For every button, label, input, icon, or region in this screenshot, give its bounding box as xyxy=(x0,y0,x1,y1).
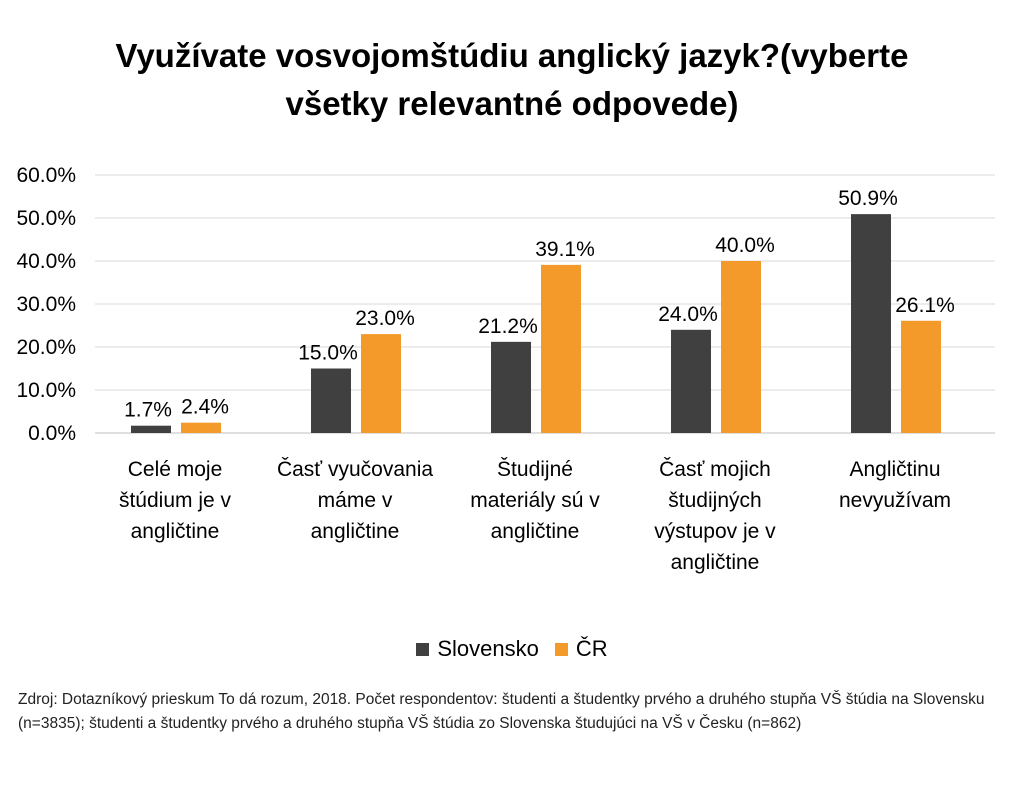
data-label-slovensko: 24.0% xyxy=(658,303,718,326)
bar-slovensko xyxy=(851,214,891,433)
data-label-slovensko: 15.0% xyxy=(298,342,358,365)
y-tick-label: 20.0% xyxy=(16,336,76,359)
bar-chart: 0.0% 10.0% 20.0% 30.0% 40.0% 50.0% 60.0% 1.7% 15… xyxy=(16,164,995,574)
legend-label-cr: ČR xyxy=(575,636,608,661)
x-category-label-line: Časť mojich xyxy=(659,458,771,481)
bar-slovensko xyxy=(491,341,531,433)
bar-slovensko xyxy=(131,425,171,433)
y-tick-label: 60.0% xyxy=(16,164,76,187)
bar-cr xyxy=(721,261,761,433)
legend-item-slovensko: Slovensko xyxy=(416,636,539,662)
source-note: Zdroj: Dotazníkový prieskum To dá rozum,… xyxy=(18,691,985,732)
legend-label-slovensko: Slovensko xyxy=(437,636,539,661)
x-category-label-line: Časť vyučovania xyxy=(277,458,433,481)
data-label-slovensko: 21.2% xyxy=(478,315,538,338)
x-category-label-line: výstupov je v xyxy=(654,520,776,543)
x-category-label: Časť vyučovania máme v angličtine xyxy=(277,458,433,543)
bar-cr xyxy=(901,320,941,433)
x-category-label-line: angličtine xyxy=(311,520,400,543)
chart-title-line-2: všetky relevantné odpovede) xyxy=(285,85,739,122)
x-category-label-line: angličtine xyxy=(671,551,760,574)
y-tick-label: 40.0% xyxy=(16,250,76,273)
legend-item-cr: ČR xyxy=(554,636,608,662)
y-tick-label: 30.0% xyxy=(16,293,76,316)
legend-swatch-cr xyxy=(554,642,568,656)
x-category-label-line: materiály sú v xyxy=(470,489,600,512)
data-label-cr: 39.1% xyxy=(535,238,595,261)
x-category-label: Študijné materiály sú v angličtine xyxy=(470,458,600,543)
x-category-label-line: Študijné xyxy=(497,458,573,481)
bar-cr xyxy=(541,264,581,433)
data-label-cr: 26.1% xyxy=(895,294,955,317)
y-tick-label: 0.0% xyxy=(28,422,76,445)
x-category-label-line: nevyužívam xyxy=(839,489,951,512)
x-category-label-line: Angličtinu xyxy=(849,458,940,481)
legend-swatch-slovensko xyxy=(416,642,430,656)
bar-slovensko xyxy=(671,329,711,433)
bar-cr xyxy=(361,334,401,433)
x-category-label-line: máme v xyxy=(318,489,393,512)
x-category-label-line: Celé moje xyxy=(128,458,223,481)
x-category-label: Časť mojich študijných výstupov je v anglič… xyxy=(654,458,776,574)
chart-title: Využívate vosvojomštúdiu anglický jazyk?… xyxy=(0,32,1024,128)
data-label-cr: 2.4% xyxy=(181,396,229,419)
bar-slovensko xyxy=(311,368,351,433)
x-category-label: Celé moje štúdium je v angličtine xyxy=(119,458,232,543)
data-label-slovensko: 50.9% xyxy=(838,187,898,210)
data-label-slovensko: 1.7% xyxy=(124,399,172,422)
data-label-cr: 40.0% xyxy=(715,234,775,257)
legend: Slovensko ČR xyxy=(0,636,1024,662)
x-category-label-line: angličtine xyxy=(491,520,580,543)
y-tick-label: 50.0% xyxy=(16,207,76,230)
data-label-cr: 23.0% xyxy=(355,307,415,330)
x-category-label: Angličtinu nevyužívam xyxy=(839,458,951,512)
bar-cr xyxy=(181,422,221,433)
y-tick-label: 10.0% xyxy=(16,379,76,402)
x-category-label-line: študijných xyxy=(668,489,761,512)
chart-title-line-1: Využívate vosvojomštúdiu anglický jazyk?… xyxy=(115,37,909,74)
x-category-label-line: angličtine xyxy=(131,520,220,543)
x-category-label-line: štúdium je v xyxy=(119,489,232,512)
